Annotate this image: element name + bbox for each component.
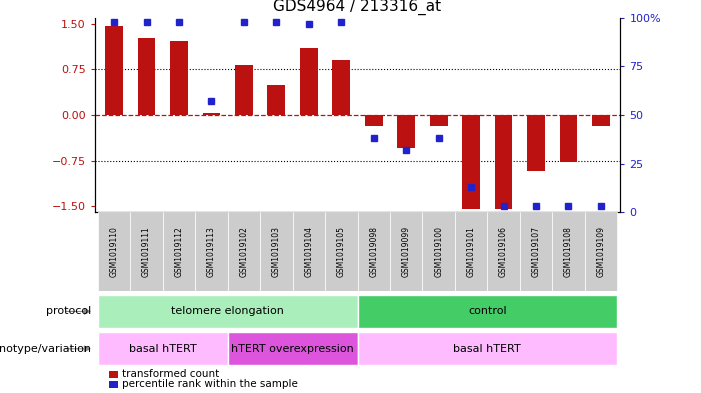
Text: GSM1019099: GSM1019099 [402, 226, 411, 277]
Text: GSM1019110: GSM1019110 [109, 226, 118, 277]
Title: GDS4964 / 213316_at: GDS4964 / 213316_at [273, 0, 442, 15]
Bar [423, 212, 455, 291]
Text: GSM1019113: GSM1019113 [207, 226, 216, 277]
Text: protocol: protocol [46, 307, 91, 316]
Bar [527, 115, 545, 171]
Text: GSM1019107: GSM1019107 [531, 226, 540, 277]
Bar [203, 113, 220, 115]
Bar [105, 26, 123, 115]
Bar [235, 65, 253, 115]
Bar [98, 212, 130, 291]
Bar [292, 212, 325, 291]
Bar [358, 295, 617, 328]
Bar [559, 115, 578, 162]
Text: basal hTERT: basal hTERT [454, 344, 522, 354]
Bar [390, 212, 423, 291]
Bar [397, 115, 415, 149]
Text: GSM1019103: GSM1019103 [272, 226, 281, 277]
Bar [325, 212, 358, 291]
Text: telomere elongation: telomere elongation [171, 307, 284, 316]
Bar [585, 212, 617, 291]
Text: percentile rank within the sample: percentile rank within the sample [122, 379, 298, 389]
Text: GSM1019112: GSM1019112 [175, 226, 184, 277]
Bar [430, 115, 447, 126]
Bar [137, 38, 156, 115]
Text: GSM1019098: GSM1019098 [369, 226, 379, 277]
Text: GSM1019101: GSM1019101 [467, 226, 475, 277]
Bar [163, 212, 196, 291]
Bar [462, 115, 480, 209]
Text: control: control [468, 307, 507, 316]
Text: GSM1019104: GSM1019104 [304, 226, 313, 277]
Text: transformed count: transformed count [122, 369, 219, 379]
Bar [196, 212, 228, 291]
Text: basal hTERT: basal hTERT [129, 344, 197, 354]
Text: GSM1019108: GSM1019108 [564, 226, 573, 277]
Bar [300, 48, 318, 115]
Bar [228, 212, 260, 291]
Bar [332, 60, 350, 115]
Text: GSM1019109: GSM1019109 [597, 226, 606, 277]
Bar [455, 212, 487, 291]
Bar [519, 212, 552, 291]
Bar [130, 212, 163, 291]
Bar [260, 212, 292, 291]
Bar [592, 115, 610, 126]
Text: genotype/variation: genotype/variation [0, 344, 91, 354]
Text: GSM1019100: GSM1019100 [434, 226, 443, 277]
Bar [365, 115, 383, 126]
Bar [228, 332, 358, 365]
Bar [98, 295, 358, 328]
Bar [98, 332, 228, 365]
Bar [268, 84, 285, 115]
Bar [358, 332, 617, 365]
Bar [358, 212, 390, 291]
Bar [170, 41, 188, 115]
Bar [495, 115, 512, 209]
Text: GSM1019111: GSM1019111 [142, 226, 151, 277]
Text: GSM1019105: GSM1019105 [336, 226, 346, 277]
Text: hTERT overexpression: hTERT overexpression [231, 344, 354, 354]
Text: GSM1019102: GSM1019102 [240, 226, 248, 277]
Bar [552, 212, 585, 291]
Bar [487, 212, 519, 291]
Text: GSM1019106: GSM1019106 [499, 226, 508, 277]
